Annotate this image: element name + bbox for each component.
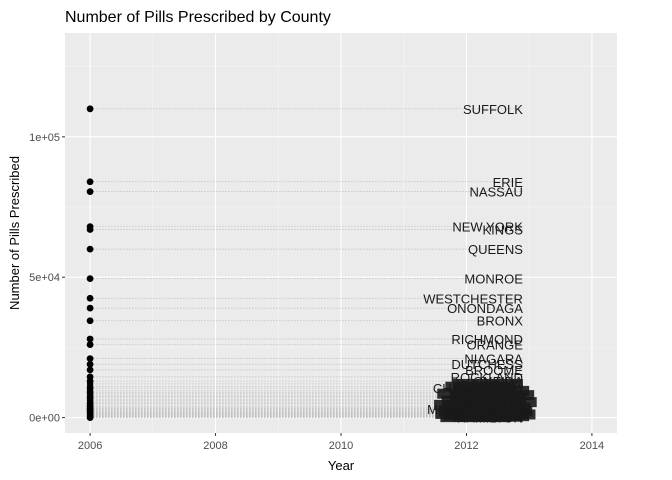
- data-point: [86, 377, 94, 385]
- y-tick-label: 1e+05: [29, 132, 60, 144]
- data-point: [86, 226, 94, 233]
- county-label: NIAGARA: [464, 352, 523, 367]
- x-tick-label: 2006: [78, 440, 102, 452]
- county-label: HAMILTON: [457, 411, 523, 426]
- county-label: MONROE: [464, 272, 523, 287]
- county-label: ORANGE: [467, 338, 524, 353]
- overlapping-label-mark: [440, 412, 511, 423]
- county-label: STEUBEN: [462, 399, 523, 414]
- x-tick-label: 2010: [329, 440, 353, 452]
- y-tick-label: 0e+00: [29, 413, 60, 425]
- data-point: [86, 317, 94, 325]
- data-point: [86, 360, 94, 368]
- data-point: [86, 408, 94, 416]
- y-tick-label: 5e+04: [29, 272, 60, 284]
- county-label: BRONX: [477, 314, 524, 329]
- y-axis-title: Number of Pills Prescribed: [7, 156, 22, 310]
- data-point: [86, 188, 94, 195]
- data-point: [86, 105, 94, 113]
- county-label: NASSAU: [469, 185, 522, 200]
- x-tick-label: 2012: [454, 440, 478, 452]
- county-label: ONONDAGA: [447, 301, 523, 316]
- county-label: ALBANY: [472, 385, 524, 400]
- data-points: [86, 105, 94, 421]
- y-axis-ticks: 0e+00 5e+04 1e+05: [29, 132, 65, 425]
- county-label: ONEIDA: [473, 374, 523, 389]
- data-point: [86, 355, 94, 363]
- county-label: SUFFOLK: [463, 102, 523, 117]
- data-point: [86, 341, 94, 348]
- county-label: ERIE: [493, 175, 524, 190]
- county-label: QUEENS: [468, 242, 523, 257]
- county-label: BROOME: [465, 363, 523, 378]
- county-label: MADISON: [462, 405, 523, 420]
- county-label: WESTCHESTER: [423, 291, 523, 306]
- x-axis-ticks: 2006 2008 2010 2012 2014: [78, 433, 604, 452]
- data-point: [86, 275, 94, 283]
- major-gridlines: [65, 33, 617, 433]
- data-point: [86, 366, 94, 374]
- county-label: KINGS: [482, 222, 523, 237]
- county-label: NEW YORK: [452, 220, 523, 235]
- county-label: RICHMOND: [451, 332, 523, 347]
- data-point: [86, 294, 94, 302]
- data-point: [86, 304, 94, 312]
- county-label: DUTCHESS: [451, 357, 523, 372]
- data-point: [86, 388, 94, 396]
- x-axis-title: Year: [328, 458, 355, 473]
- county-label: CHAUTAUQUA: [433, 381, 523, 396]
- x-tick-label: 2014: [580, 440, 604, 452]
- county-label: ROCKLAND: [451, 370, 523, 385]
- data-point: [86, 335, 94, 343]
- county-label: MONTGOMERY: [427, 402, 523, 417]
- chart-title: Number of Pills Prescribed by County: [65, 9, 331, 26]
- data-point: [86, 178, 94, 186]
- county-label: SARATOGA: [452, 391, 523, 406]
- county-label: ULSTER: [472, 397, 523, 412]
- data-point: [86, 394, 94, 402]
- x-tick-label: 2008: [203, 440, 227, 452]
- data-point: [86, 245, 94, 253]
- data-point: [86, 414, 94, 421]
